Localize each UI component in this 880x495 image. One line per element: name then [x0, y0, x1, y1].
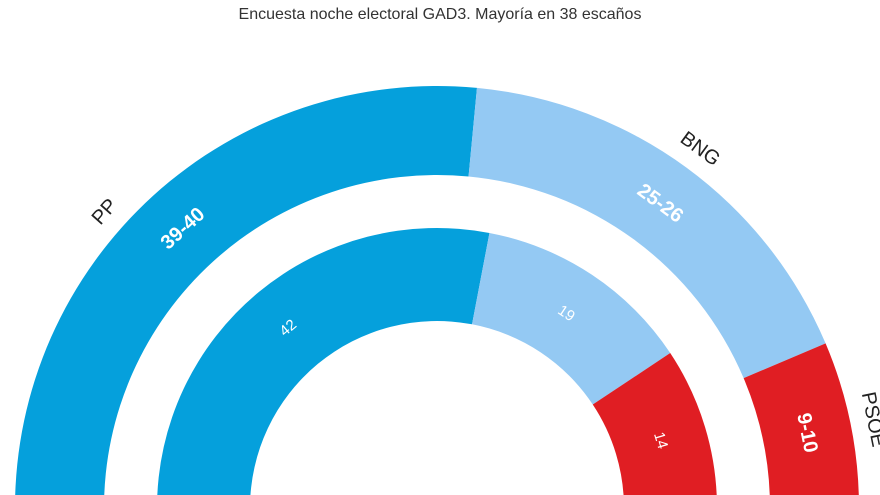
- inner-slice-psoe: [592, 353, 717, 495]
- outer-slice-pp: [15, 86, 477, 495]
- inner-value-label-pp: 42: [276, 316, 300, 340]
- party-name-bng: BNG: [676, 127, 724, 170]
- inner-slice-pp: [157, 228, 490, 495]
- inner-value-label-bng: 19: [555, 302, 578, 325]
- party-name-pp: PP: [88, 195, 122, 230]
- outer-slice-psoe: [743, 343, 859, 495]
- chart-title: Encuesta noche electoral GAD3. Mayoría e…: [238, 6, 642, 23]
- outer-slice-bng: [468, 87, 826, 379]
- inner-value-label-psoe: 14: [650, 430, 671, 451]
- inner-slice-bng: [472, 232, 671, 405]
- party-name-psoe: PSOE: [857, 390, 880, 449]
